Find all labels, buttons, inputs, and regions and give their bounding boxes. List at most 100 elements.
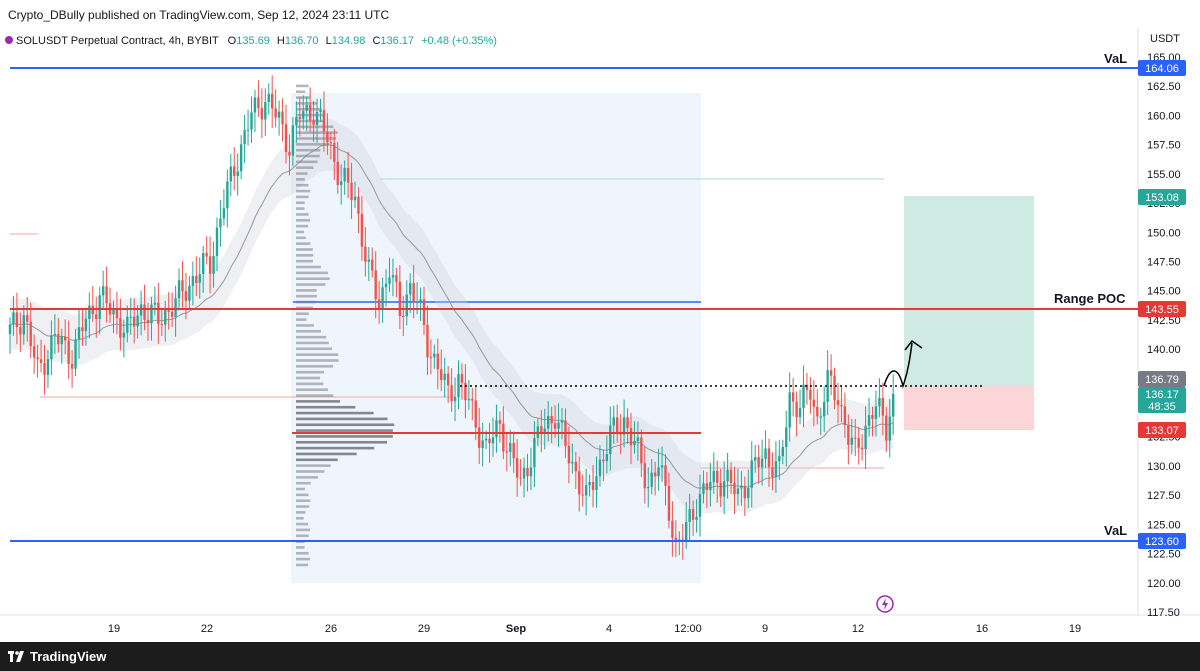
candle-up: [522, 467, 526, 479]
volume-profile-bar: [296, 248, 313, 251]
candle-up: [77, 327, 81, 340]
lightning-icon[interactable]: [876, 595, 894, 613]
candle-up: [722, 481, 726, 497]
candle-up: [177, 280, 181, 299]
range-poc-label: Range POC: [1054, 291, 1126, 306]
candle-down: [729, 469, 733, 484]
candle-down: [357, 196, 360, 214]
arrow-head-icon: [904, 339, 923, 351]
candle-up: [650, 472, 653, 487]
candle-up: [823, 401, 826, 417]
chart-area[interactable]: VaL Range POC VaL SOLUSDT Perpetual Cont…: [0, 28, 1200, 642]
stop-zone[interactable]: [904, 386, 1034, 430]
candle-down: [578, 471, 581, 495]
volume-profile-bar: [296, 277, 330, 280]
volume-profile-bar: [296, 148, 321, 152]
candle-up: [319, 110, 322, 112]
candle-down: [436, 353, 439, 370]
candle-up: [543, 428, 546, 434]
candle-up: [443, 373, 446, 381]
volume-profile-bar: [296, 283, 326, 286]
candle-down: [591, 481, 595, 491]
volume-profile-bar: [296, 516, 304, 520]
candle-up: [695, 516, 698, 520]
volume-profile: [296, 84, 395, 567]
candle-down: [322, 110, 326, 132]
candle-up: [740, 485, 743, 489]
countdown-text: 48:35: [1148, 401, 1176, 413]
candle-down: [143, 304, 146, 320]
currency-label: USDT: [1150, 33, 1180, 45]
candle-down: [471, 398, 474, 401]
candle-down: [450, 385, 453, 402]
volume-profile-bar: [296, 505, 310, 508]
y-tick-label: 127.50: [1147, 490, 1181, 502]
change-value: +0.48 (+0.35%): [421, 35, 497, 47]
candle-down: [374, 270, 377, 300]
candle-up: [433, 353, 436, 358]
candle-up: [785, 427, 788, 447]
y-tick-label: 150.00: [1147, 227, 1181, 239]
x-tick-label: 9: [762, 623, 768, 635]
candle-down: [474, 400, 477, 428]
candle-up: [612, 417, 615, 426]
candle-up: [405, 294, 408, 317]
volume-profile-bar: [296, 546, 305, 549]
target-zone[interactable]: [904, 196, 1034, 386]
candle-down: [422, 299, 426, 325]
candle-down: [885, 415, 888, 441]
candle-up: [888, 416, 891, 441]
candle-up: [381, 287, 384, 309]
candle-down: [336, 161, 339, 185]
candle-down: [402, 316, 405, 318]
candle-down: [881, 398, 885, 416]
candle-up: [688, 509, 691, 522]
candle-up: [588, 481, 591, 486]
candle-down: [791, 392, 795, 402]
candle-down: [743, 485, 747, 499]
candle-down: [512, 442, 515, 459]
candle-down: [195, 275, 198, 283]
candle-up: [384, 283, 388, 288]
candle-down: [39, 359, 43, 363]
volume-profile-bar: [296, 464, 331, 467]
price-tag-last-text: 136.17: [1145, 389, 1179, 401]
candle-down: [167, 310, 170, 312]
candle-down: [70, 364, 74, 369]
candle-up: [781, 446, 784, 457]
x-tick-label: Sep: [506, 623, 526, 635]
candle-down: [857, 438, 860, 448]
candle-down: [29, 321, 32, 347]
candle-up: [8, 324, 12, 334]
high-value: 136.70: [285, 35, 319, 47]
candle-up: [509, 442, 512, 452]
val-top-label: VaL: [1104, 51, 1127, 66]
candle-down: [32, 346, 36, 358]
x-tick-label: 16: [976, 623, 988, 635]
candle-down: [567, 445, 571, 464]
time-axis[interactable]: 19 22 26 29 Sep 4 12:00 9 12 16 19: [108, 623, 1081, 635]
candle-up: [53, 334, 57, 336]
y-tick-label: 147.50: [1147, 256, 1181, 268]
volume-profile-bar: [296, 254, 314, 257]
candle-down: [836, 400, 840, 406]
candle-up: [198, 274, 201, 283]
candle-up: [467, 398, 471, 401]
y-tick-label: 162.50: [1147, 81, 1181, 93]
candle-down: [809, 389, 812, 400]
candle-down: [133, 316, 136, 327]
candle-down: [371, 259, 374, 271]
candle-down: [157, 302, 160, 324]
candle-down: [281, 111, 284, 125]
volume-profile-bar: [296, 84, 309, 88]
candle-up: [243, 130, 246, 145]
candle-down: [26, 315, 29, 322]
candle-down: [429, 357, 433, 359]
volume-profile-bar: [296, 324, 314, 327]
candle-up: [219, 218, 222, 228]
candle-down: [843, 406, 847, 426]
candle-up: [633, 441, 636, 446]
y-tick-label: 155.00: [1147, 169, 1181, 181]
candle-down: [674, 537, 678, 542]
x-tick-label: 12: [852, 623, 864, 635]
